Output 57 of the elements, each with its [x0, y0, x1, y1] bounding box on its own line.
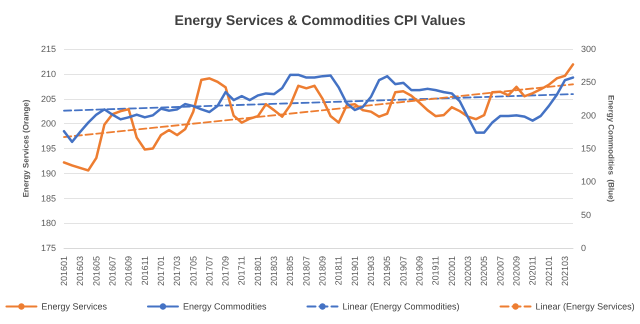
y2-tick-label: 300: [581, 44, 596, 54]
x-tick-label: 201805: [285, 256, 296, 286]
x-tick-label: 201905: [382, 256, 392, 286]
x-tick-label: 202001: [446, 256, 457, 286]
y2-tick-label: 50: [581, 210, 592, 220]
y2-tick-label: 200: [581, 110, 596, 120]
x-tick-label: 201701: [156, 256, 166, 286]
legend-label: Linear (Energy Services): [536, 302, 635, 312]
line-series: [62, 63, 574, 172]
x-tick-label: 201609: [124, 256, 134, 286]
x-tick-label: 202007: [495, 256, 506, 286]
y-tick-label: 190: [40, 168, 56, 178]
x-tick-label: 201711: [236, 256, 247, 286]
y2-tick-label: 0: [581, 243, 586, 253]
x-tick-label: 202003: [462, 256, 473, 286]
x-tick-label: 201607: [107, 256, 118, 286]
x-tick-label: 201605: [91, 256, 102, 286]
y-tick-label: 185: [40, 193, 56, 204]
y-tick-label: 215: [40, 44, 56, 54]
x-tick-label: 201909: [414, 256, 424, 286]
x-tick-label: 201603: [75, 256, 86, 286]
legend-label: Linear (Energy Commodities): [342, 302, 460, 312]
x-tick-label: 201811: [334, 256, 344, 286]
y-tick-label: 210: [40, 68, 56, 79]
x-tick-label: 201709: [220, 256, 231, 286]
x-tick-label: 201907: [398, 256, 408, 286]
x-tick-label: 202011: [528, 256, 538, 286]
y-tick-label: 205: [40, 94, 56, 104]
x-tick-label: 201803: [269, 256, 280, 286]
x-tick-label: 202103: [560, 256, 570, 286]
x-tick-label: 201903: [366, 256, 376, 286]
x-tick-label: 202005: [479, 256, 490, 286]
chart-title: Energy Services & Commodities CPI Values: [174, 12, 466, 28]
x-tick-label: 202101: [544, 256, 554, 286]
x-tick-label: 201807: [301, 256, 312, 286]
x-tick-label: 201901: [350, 256, 360, 286]
x-tick-label: 202009: [511, 256, 522, 286]
x-tick-label: 201801: [252, 256, 263, 286]
y2-axis-title: Energy Commodities (Blue): [606, 94, 616, 202]
y-tick-label: 200: [40, 118, 56, 129]
line-series: [62, 74, 574, 144]
y-tick-label: 180: [40, 218, 56, 228]
y2-tick-label: 150: [581, 144, 596, 154]
x-tick-label: 201809: [318, 256, 328, 286]
x-tick-label: 201707: [204, 256, 214, 286]
x-tick-label: 201611: [140, 256, 150, 286]
y2-tick-label: 250: [581, 77, 596, 88]
y-tick-label: 175: [40, 243, 56, 253]
y2-tick-label: 100: [581, 176, 596, 187]
y-tick-label: 195: [40, 144, 56, 154]
x-tick-label: 201911: [430, 256, 441, 286]
legend-label: Energy Services: [41, 302, 108, 312]
x-tick-label: 201703: [172, 256, 182, 286]
x-tick-label: 201601: [59, 256, 69, 286]
y-axis-title: Energy Services (Orange): [22, 99, 31, 198]
legend-label: Energy Commodities: [182, 302, 267, 312]
x-tick-label: 201705: [188, 256, 198, 286]
